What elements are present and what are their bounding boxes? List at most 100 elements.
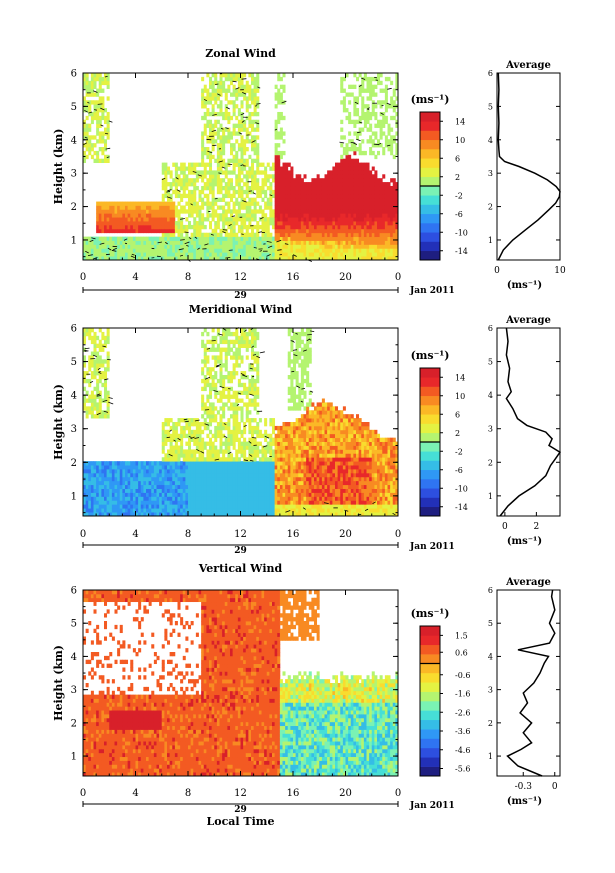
heatmap-cell xyxy=(130,252,134,257)
heatmap-cell xyxy=(240,80,244,86)
heatmap-cell xyxy=(185,484,189,489)
heatmap-cell xyxy=(266,256,270,261)
heatmap-cell xyxy=(342,217,346,222)
heatmap-cell xyxy=(148,472,152,478)
heatmap-cell xyxy=(214,363,218,368)
heatmap-cell xyxy=(206,422,210,427)
heatmap-cell xyxy=(190,240,194,245)
heatmap-cell xyxy=(132,252,136,257)
heatmap-cell xyxy=(348,178,352,183)
heatmap-cell xyxy=(350,139,354,144)
heatmap-cell xyxy=(232,371,236,376)
heatmap-cell xyxy=(316,178,320,183)
heatmap-cell xyxy=(287,178,291,183)
heatmap-cell xyxy=(308,182,312,187)
heatmap-cell xyxy=(219,378,223,384)
heatmap-cell xyxy=(224,402,228,407)
heatmap-cell xyxy=(300,221,304,226)
heatmap-cell xyxy=(195,437,199,442)
heatmap-cell xyxy=(303,224,307,230)
heatmap-cell xyxy=(172,500,176,505)
heatmap-cell xyxy=(172,162,176,167)
heatmap-cell xyxy=(101,158,105,164)
heatmap-cell xyxy=(366,115,370,121)
heatmap-cell xyxy=(195,174,199,179)
heatmap-cell xyxy=(143,504,147,509)
heatmap-cell xyxy=(282,252,286,257)
heatmap-cell xyxy=(143,209,147,214)
heatmap-cell xyxy=(232,425,236,431)
heatmap-cell xyxy=(356,256,360,261)
heatmap-cell xyxy=(224,469,228,474)
heatmap-cell xyxy=(248,363,252,368)
heatmap-cell xyxy=(209,131,213,136)
heatmap-cell xyxy=(101,139,105,144)
heatmap-cell xyxy=(180,465,184,470)
heatmap-cell xyxy=(119,484,123,489)
heatmap-cell xyxy=(387,201,391,206)
heatmap-cell xyxy=(125,469,129,474)
contour-mark xyxy=(104,75,108,78)
heatmap-cell xyxy=(219,367,223,372)
heatmap-cell xyxy=(153,484,157,489)
heatmap-cell xyxy=(232,433,236,439)
heatmap-cell xyxy=(109,236,113,241)
heatmap-cell xyxy=(374,244,378,249)
heatmap-cell xyxy=(319,178,323,183)
heatmap-cell xyxy=(240,390,244,395)
contour-mark xyxy=(197,174,202,177)
heatmap-cell xyxy=(211,127,215,132)
heatmap-cell xyxy=(209,240,213,245)
heatmap-cell xyxy=(382,252,386,257)
heatmap-cell xyxy=(248,123,252,128)
heatmap-cell xyxy=(237,351,241,356)
heatmap-cell xyxy=(138,472,142,478)
heatmap-cell xyxy=(83,244,87,249)
heatmap-cell xyxy=(201,476,205,482)
heatmap-cell xyxy=(230,197,234,202)
heatmap-cell xyxy=(135,256,139,261)
heatmap-cell xyxy=(266,197,270,202)
x-tick-label: 4 xyxy=(132,272,138,283)
heatmap-cell xyxy=(237,390,241,395)
heatmap-cell xyxy=(143,221,147,226)
heatmap-cell xyxy=(106,461,110,466)
heatmap-cell xyxy=(222,433,226,439)
heatmap-cell xyxy=(122,240,126,245)
heatmap-cell xyxy=(180,166,184,171)
heatmap-cell xyxy=(306,205,310,210)
heatmap-cell xyxy=(201,135,205,140)
heatmap-cell xyxy=(156,480,160,486)
heatmap-cell xyxy=(358,185,362,191)
heatmap-cell xyxy=(106,135,110,140)
heatmap-cell xyxy=(358,213,362,218)
heatmap-cell xyxy=(379,189,383,195)
heatmap-cell xyxy=(358,228,362,234)
heatmap-cell xyxy=(395,147,399,152)
heatmap-cell xyxy=(240,256,244,261)
heatmap-cell xyxy=(379,135,383,140)
heatmap-cell xyxy=(369,127,373,132)
heatmap-cell xyxy=(371,84,375,89)
heatmap-cell xyxy=(209,185,213,191)
heatmap-cell xyxy=(101,359,105,364)
heatmap-cell xyxy=(282,174,286,179)
heatmap-cell xyxy=(358,232,362,238)
heatmap-cell xyxy=(258,252,262,257)
heatmap-cell xyxy=(209,461,213,466)
heatmap-cell xyxy=(377,139,381,144)
heatmap-cell xyxy=(164,512,168,517)
heatmap-cell xyxy=(319,182,323,187)
heatmap-cell xyxy=(146,488,150,493)
heatmap-cell xyxy=(222,335,226,341)
heatmap-cell xyxy=(361,80,365,86)
contour-mark xyxy=(387,87,392,90)
heatmap-cell xyxy=(300,256,304,261)
heatmap-cell xyxy=(285,185,289,191)
heatmap-cell xyxy=(356,201,360,206)
heatmap-cell xyxy=(211,108,215,113)
heatmap-cell xyxy=(329,228,333,234)
heatmap-cell xyxy=(182,166,186,171)
heatmap-cell xyxy=(390,244,394,249)
heatmap-cell xyxy=(337,224,341,230)
